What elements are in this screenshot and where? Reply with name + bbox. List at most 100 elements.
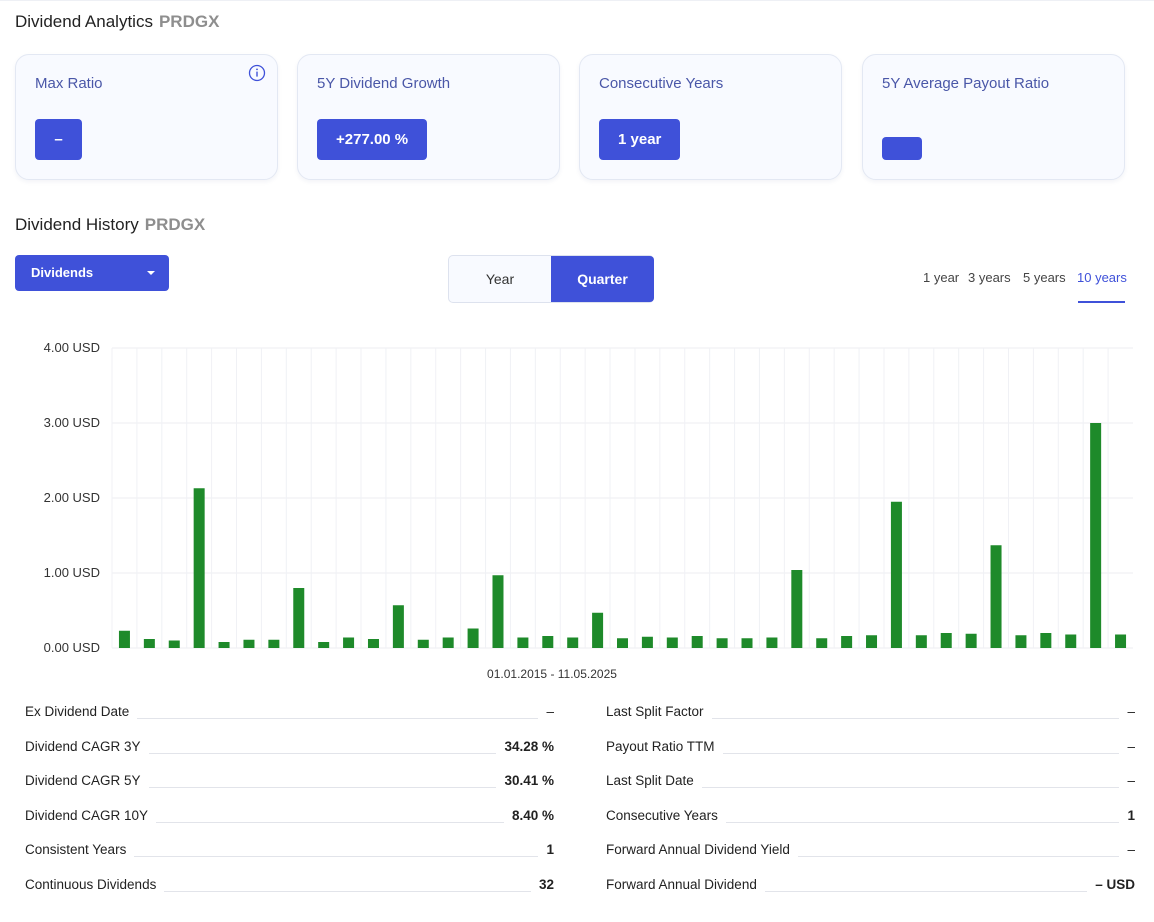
metric-dropdown[interactable]: Dividends [15, 255, 169, 291]
stat-leader-line [25, 891, 554, 892]
card-label: Max Ratio [35, 75, 103, 92]
chart-bars [118, 423, 1127, 649]
chart-bar[interactable] [816, 638, 828, 648]
chart-x-label: 01.01.2015 - 11.05.2025 [487, 667, 617, 681]
stat-label: Dividend CAGR 3Y [25, 738, 149, 754]
chart-bar[interactable] [641, 636, 653, 648]
chart-bar[interactable] [218, 642, 230, 648]
stat-leader-line [25, 821, 554, 823]
chart-bar[interactable] [193, 488, 205, 648]
stat-row: Consistent Years 1 [25, 838, 554, 860]
chart-bar[interactable] [343, 637, 355, 649]
stat-label: Consecutive Years [606, 807, 726, 823]
stat-value: – [1119, 842, 1135, 858]
stat-leader-line [606, 856, 1135, 858]
chart-bar[interactable] [367, 639, 379, 648]
stat-label: Payout Ratio TTM [606, 738, 723, 754]
chart-bar[interactable] [866, 635, 878, 648]
stat-value: 32 [530, 877, 554, 892]
chart-bar[interactable] [990, 545, 1002, 648]
analytics-cards: Max Ratio – 5Y Dividend Growth +277.00 %… [15, 54, 1125, 180]
toggle-year[interactable]: Year [485, 271, 515, 287]
chart-bar[interactable] [617, 638, 628, 648]
range-10-years[interactable]: 10 years [1077, 270, 1127, 285]
stat-row: Payout Ratio TTM – [606, 735, 1135, 757]
chart-bar[interactable] [168, 640, 180, 649]
stat-value: 30.41 % [496, 773, 554, 789]
period-toggle: Year Quarter [448, 255, 654, 303]
chart-bar[interactable] [268, 639, 280, 648]
stat-value: 1 [538, 842, 554, 858]
card-max-ratio: Max Ratio – [15, 54, 278, 180]
chart-bar[interactable] [1015, 635, 1027, 648]
chart-bar[interactable] [567, 637, 579, 649]
chart-y-tick-label: 0.00 USD [44, 640, 100, 655]
card-consecutive-years: Consecutive Years 1 year [579, 54, 842, 180]
chart-bar[interactable] [542, 636, 554, 648]
card-value: – [35, 119, 82, 160]
chart-y-tick-label: 4.00 USD [44, 340, 100, 355]
chart-bar[interactable] [118, 630, 130, 648]
stat-value: 1 [1119, 807, 1135, 823]
range-1-year[interactable]: 1 year [923, 270, 960, 285]
stat-label: Ex Dividend Date [25, 704, 138, 719]
range-3-years[interactable]: 3 years [968, 270, 1011, 285]
chart-bar[interactable] [442, 637, 454, 649]
top-divider [0, 0, 1154, 1]
chart-bar[interactable] [691, 636, 703, 648]
chart-bar[interactable] [417, 639, 429, 648]
range-selector: 1 year 3 years 5 years 10 years [915, 270, 1127, 304]
stat-leader-line [606, 891, 1135, 892]
card-value: +277.00 % [317, 119, 428, 160]
range-5-years[interactable]: 5 years [1023, 270, 1066, 285]
dividend-bar-chart: 0.00 USD 1.00 USD 2.00 USD 3.00 USD 4.00 USD… [44, 340, 1133, 681]
stat-leader-line [606, 718, 1135, 719]
chart-bar[interactable] [517, 637, 529, 649]
chart-bar[interactable] [841, 636, 853, 648]
chart-bar[interactable] [890, 501, 902, 648]
stat-row: Dividend CAGR 3Y 34.28 % [25, 735, 554, 757]
stat-label: Last Split Factor [606, 704, 712, 719]
toggle-quarter[interactable]: Quarter [551, 256, 654, 302]
stat-label: Forward Annual Dividend Yield [606, 842, 798, 858]
analytics-ticker: PRDGX [158, 12, 220, 31]
chart-bar[interactable] [293, 588, 305, 648]
stat-row: Dividend CAGR 10Y 8.40 % [25, 804, 554, 826]
stat-leader-line [606, 787, 1135, 789]
stat-row: Last Split Factor – [606, 700, 1135, 722]
range-active-underline [1078, 301, 1125, 303]
chart-bar[interactable] [1040, 633, 1052, 648]
chart-bar[interactable] [467, 628, 479, 649]
stat-value: – [1119, 704, 1135, 719]
chart-bar[interactable] [716, 638, 728, 648]
stat-leader-line [606, 821, 1135, 823]
chart-bar[interactable] [1065, 634, 1077, 649]
chart-bar[interactable] [915, 635, 927, 648]
stat-row: Consecutive Years 1 [606, 804, 1135, 826]
chart-bar[interactable] [143, 639, 155, 648]
chart-bar[interactable] [392, 605, 404, 648]
card-value [882, 137, 922, 160]
chart-grid [111, 347, 1133, 649]
chart-bar[interactable] [940, 633, 952, 648]
card-label: 5Y Dividend Growth [317, 75, 451, 92]
stat-label: Continuous Dividends [25, 877, 165, 892]
chart-bar[interactable] [666, 637, 678, 649]
chart-bar[interactable] [492, 575, 504, 648]
chart-bar[interactable] [592, 612, 604, 648]
chart-bar[interactable] [766, 637, 778, 649]
info-icon[interactable] [248, 64, 266, 82]
stat-row: Forward Annual Dividend Yield – [606, 838, 1135, 860]
chart-bar[interactable] [741, 638, 753, 648]
chart-bar[interactable] [1090, 423, 1102, 648]
chart-bar[interactable] [243, 639, 255, 648]
stat-label: Last Split Date [606, 773, 702, 789]
history-title-text: Dividend History [15, 215, 139, 234]
stat-value: – USD [1087, 877, 1135, 892]
chart-bar[interactable] [318, 642, 330, 648]
chart-y-tick-label: 1.00 USD [44, 565, 100, 580]
chart-bar[interactable] [791, 570, 803, 648]
stat-value: – [1119, 773, 1135, 789]
chart-bar[interactable] [965, 633, 977, 648]
chart-bar[interactable] [1115, 634, 1127, 649]
